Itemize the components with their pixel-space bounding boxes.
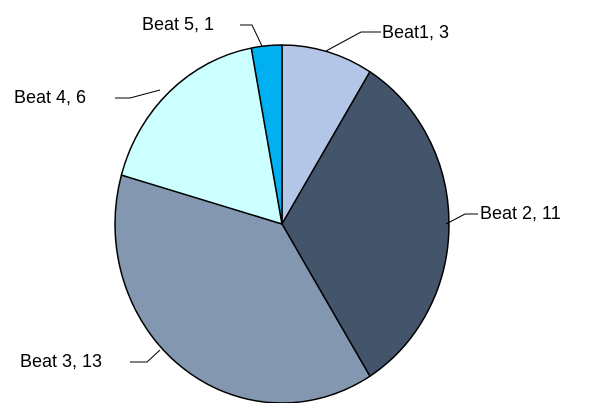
data-label-beat-5: Beat 5, 1 bbox=[142, 14, 214, 34]
pie-slices bbox=[114, 44, 450, 403]
leader-line-beat1 bbox=[325, 31, 381, 52]
leader-line-beat-5 bbox=[240, 24, 263, 47]
pie-slice-beat1 bbox=[281, 44, 371, 225]
pie-slice-beat-4 bbox=[120, 47, 283, 225]
leader-line-beat-3 bbox=[130, 349, 161, 363]
data-labels: Beat1, 3 Beat 2, 11 Beat 3, 13 Beat 4, 6 Bea… bbox=[14, 14, 561, 371]
data-label-beat-2: Beat 2, 11 bbox=[480, 203, 561, 223]
pie-slice-beat-5 bbox=[250, 44, 283, 225]
pie-slice-beat-2 bbox=[281, 71, 450, 377]
leader-lines bbox=[115, 24, 478, 363]
data-label-beat-3: Beat 3, 13 bbox=[20, 351, 102, 371]
leader-line-beat-4 bbox=[115, 89, 161, 99]
data-label-beat-4: Beat 4, 6 bbox=[14, 87, 86, 107]
leader-line-beat-2 bbox=[445, 213, 478, 225]
data-label-beat1: Beat1, 3 bbox=[382, 22, 449, 42]
pie-slice-beat-3 bbox=[114, 174, 371, 403]
